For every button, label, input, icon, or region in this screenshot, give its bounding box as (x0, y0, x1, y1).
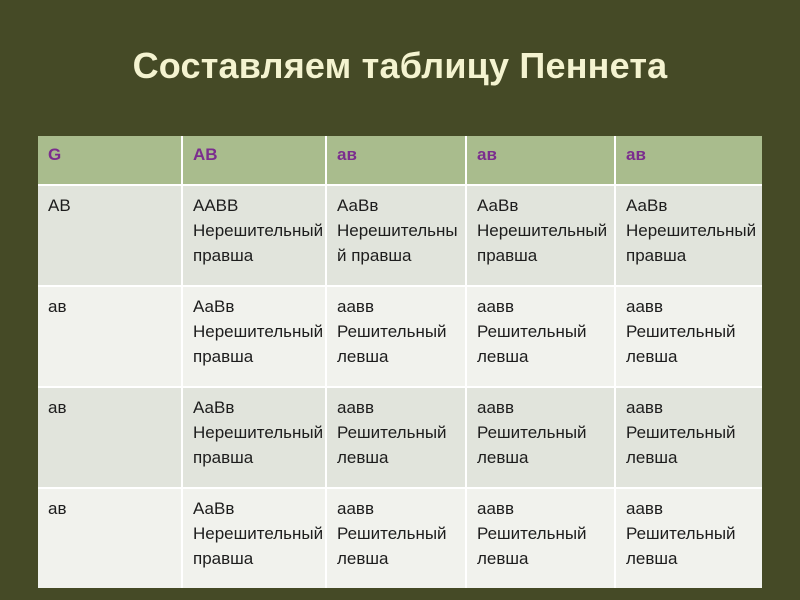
punnett-cell: аавв Решительный левша (327, 489, 467, 588)
cell-genotype: аавв (337, 398, 374, 418)
punnett-cell: аавв Решительный левша (616, 489, 762, 588)
punnett-cell: AABB Нерешительный правша (183, 186, 327, 288)
row-gamete-label: ав (38, 489, 183, 588)
cell-genotype: АаВв (337, 196, 379, 215)
column-header-4: ав (616, 136, 762, 186)
cell-phenotype: Решительный левша (337, 423, 447, 468)
column-header-2: ав (327, 136, 467, 186)
page-title: Составляем таблицу Пеннета (132, 45, 668, 86)
cell-phenotype: Нерешительный правша (193, 524, 324, 569)
punnett-cell: АаВв Нерешительный правша (183, 287, 327, 389)
cell-phenotype: Нерешительный правша (193, 221, 324, 265)
punnett-cell: аавв Решительный левша (467, 287, 616, 389)
cell-phenotype: Решительный левша (626, 524, 736, 569)
cell-genotype: АаВв (193, 297, 235, 317)
cell-genotype: АаВв (193, 499, 235, 519)
cell-genotype: AABB (193, 196, 239, 215)
cell-genotype: аавв (626, 398, 663, 418)
cell-phenotype: Решительный левша (626, 423, 736, 468)
row-gamete-label: ав (38, 388, 183, 490)
cell-genotype: аавв (477, 297, 514, 317)
table-row: ав АаВв Нерешительный правша аавв Решите… (38, 388, 762, 490)
cell-phenotype: Нерешительный правша (193, 423, 324, 468)
column-header-3: ав (467, 136, 616, 186)
punnett-cell: АаВв Нерешительный правша (183, 489, 327, 588)
punnett-cell: аавв Решительный левша (327, 388, 467, 490)
cell-phenotype: Решительный левша (477, 524, 587, 569)
punnett-cell: АаВв Нерешительный правша (467, 186, 616, 288)
table-row: AB AABB Нерешительный правша АаВв Нереши… (38, 186, 762, 288)
cell-genotype: аавв (477, 398, 514, 418)
cell-genotype: аавв (477, 499, 514, 519)
cell-phenotype: Нерешительный правша (477, 221, 608, 265)
table-header-row: G AB ав ав ав (38, 136, 762, 186)
cell-phenotype: Нерешительный правша (626, 221, 757, 265)
cell-genotype: аавв (337, 499, 374, 519)
cell-phenotype: Решительный левша (477, 322, 587, 367)
punnett-cell: аавв Решительный левша (616, 287, 762, 389)
punnett-cell: аавв Решительный левша (616, 388, 762, 490)
cell-genotype: аавв (626, 499, 663, 519)
table-row: ав АаВв Нерешительный правша аавв Решите… (38, 489, 762, 588)
punnett-square-table: G AB ав ав ав AB AABB Нерешительный прав… (38, 136, 762, 588)
cell-genotype: АаВв (477, 196, 519, 215)
cell-phenotype: Решительный левша (337, 524, 447, 569)
punnett-cell: аавв Решительный левша (467, 489, 616, 588)
column-header-1: AB (183, 136, 327, 186)
punnett-cell: АаВв Нерешительный правша (327, 186, 467, 288)
punnett-cell: АаВв Нерешительный правша (616, 186, 762, 288)
punnett-cell: АаВв Нерешительный правша (183, 388, 327, 490)
cell-genotype: аавв (626, 297, 663, 317)
cell-phenotype: Нерешительный правша (193, 322, 324, 367)
column-header-gametes: G (38, 136, 183, 186)
row-gamete-label: ав (38, 287, 183, 389)
cell-phenotype: Решительный левша (477, 423, 587, 468)
cell-genotype: аавв (337, 297, 374, 317)
cell-phenotype: Решительный левша (626, 322, 736, 367)
cell-phenotype: Решительный левша (337, 322, 447, 367)
cell-genotype: АаВв (193, 398, 235, 418)
cell-phenotype: Нерешительный правша (337, 221, 458, 265)
table-row: ав АаВв Нерешительный правша аавв Решите… (38, 287, 762, 389)
row-gamete-label: AB (38, 186, 183, 288)
punnett-cell: аавв Решительный левша (467, 388, 616, 490)
punnett-cell: аавв Решительный левша (327, 287, 467, 389)
cell-genotype: АаВв (626, 196, 668, 215)
